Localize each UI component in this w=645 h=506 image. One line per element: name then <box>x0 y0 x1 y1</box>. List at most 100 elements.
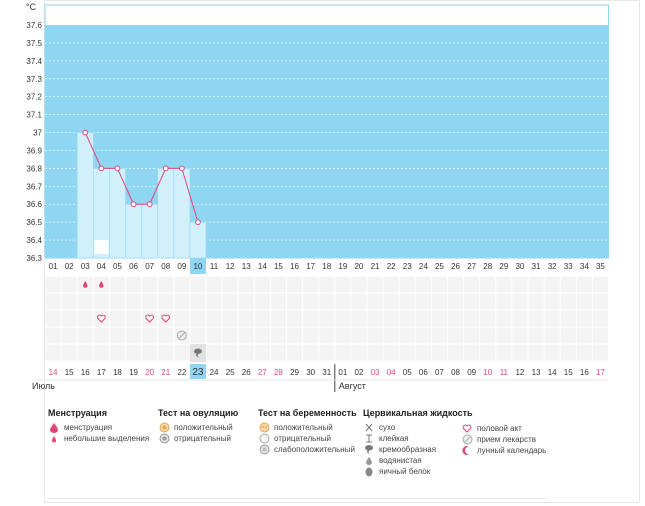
symptom-cell <box>222 276 238 293</box>
heart-icon <box>461 423 473 434</box>
symptom-cell <box>592 344 608 361</box>
symptom-cell <box>383 327 399 344</box>
symptom-cell <box>158 344 174 361</box>
symptom-cell <box>303 327 319 344</box>
date-label: 01 <box>338 368 347 377</box>
cycle-day-label: 04 <box>97 262 106 271</box>
month-label: Июль <box>32 381 55 391</box>
symptom-cell <box>496 310 512 327</box>
cycle-day-label: 28 <box>483 262 492 271</box>
symptom-cell <box>351 293 367 310</box>
legend-ovulation: Тест на овуляцию положительный отрицател… <box>158 408 238 444</box>
symptom-cell <box>480 293 496 310</box>
date-label: 23 <box>192 367 204 378</box>
symptom-cell <box>351 344 367 361</box>
cycle-day-label: 01 <box>49 262 58 271</box>
symptom-cell <box>464 344 480 361</box>
symptom-cell <box>480 327 496 344</box>
date-label: 24 <box>210 368 219 377</box>
symptom-cell <box>351 310 367 327</box>
symptom-cell <box>222 344 238 361</box>
y-tick-label: 36.6 <box>26 200 42 209</box>
symptom-cell <box>93 327 109 344</box>
legend-cervical: Цервикальная жидкость сухо клейкая кремо… <box>363 408 473 477</box>
symptom-cell <box>464 327 480 344</box>
y-tick-label: 36.7 <box>26 182 42 191</box>
symptom-cell <box>190 310 206 327</box>
y-tick-label: 37.2 <box>26 93 42 102</box>
symptom-cell <box>206 293 222 310</box>
sticky-icon <box>363 433 375 444</box>
symptom-cell <box>592 327 608 344</box>
symptom-cell <box>303 310 319 327</box>
date-label: 16 <box>81 368 90 377</box>
symptom-cell <box>528 327 544 344</box>
symptom-cell <box>319 293 335 310</box>
y-tick-label: 36.9 <box>26 146 42 155</box>
legend-item-pregnancy-negative: отрицательный <box>258 433 357 444</box>
symptom-cell <box>335 344 351 361</box>
cycle-day-label: 14 <box>258 262 267 271</box>
symptom-cell <box>431 293 447 310</box>
date-label: 02 <box>354 368 363 377</box>
symptom-cell <box>383 344 399 361</box>
symptom-cell <box>448 276 464 293</box>
symptom-cell <box>158 276 174 293</box>
symptom-cell <box>238 310 254 327</box>
cycle-day-label: 31 <box>532 262 541 271</box>
cycle-day-label: 30 <box>515 262 524 271</box>
symptom-cell <box>303 344 319 361</box>
symptom-cell <box>512 344 528 361</box>
date-label: 26 <box>242 368 251 377</box>
symptom-cell <box>45 293 61 310</box>
symptom-cell <box>512 293 528 310</box>
symptom-cell <box>496 327 512 344</box>
y-tick-label: 37.3 <box>26 75 42 84</box>
today-date-highlight <box>189 364 206 379</box>
symptom-cell <box>592 310 608 327</box>
light-drop-marker <box>99 281 104 288</box>
legend-item-medication: прием лекарств <box>461 434 546 445</box>
symptom-cell <box>270 344 286 361</box>
symptom-cell <box>190 276 206 293</box>
symptom-cell <box>77 293 93 310</box>
legend-item-watery: водянистая <box>363 455 473 466</box>
dry-icon <box>363 422 375 433</box>
symptom-cell <box>367 327 383 344</box>
cycle-day-label: 08 <box>161 262 170 271</box>
symptom-cell <box>126 310 142 327</box>
temperature-point <box>130 201 137 208</box>
symptom-cell <box>174 293 190 310</box>
symptom-cell <box>528 344 544 361</box>
cycle-day-label: 27 <box>467 262 476 271</box>
date-label: 25 <box>226 368 235 377</box>
legend-title-pregnancy: Тест на беременность <box>258 408 357 418</box>
symptom-cell <box>158 327 174 344</box>
symptom-cell <box>448 327 464 344</box>
symptom-cell <box>254 310 270 327</box>
symptom-cell <box>109 276 125 293</box>
symptom-cell <box>335 310 351 327</box>
date-label: 20 <box>145 368 154 377</box>
temperature-point <box>98 165 105 172</box>
symptom-cell <box>190 327 206 344</box>
cycle-day-label: 29 <box>499 262 508 271</box>
legend-item-ovulation-negative: отрицательный <box>158 433 238 444</box>
symptom-cell <box>287 293 303 310</box>
heart-marker <box>145 314 155 323</box>
legend-item-pregnancy-positive: положительный <box>258 422 357 433</box>
temperature-point <box>82 129 89 136</box>
symptom-cell <box>399 293 415 310</box>
symptom-cell <box>576 327 592 344</box>
cycle-day-label: 17 <box>306 262 315 271</box>
symptom-cell <box>93 293 109 310</box>
temperature-point <box>162 165 169 172</box>
symptom-cell <box>61 276 77 293</box>
cycle-day-label: 15 <box>274 262 283 271</box>
symptom-cell <box>270 310 286 327</box>
heart-marker <box>96 314 106 323</box>
symptom-cell <box>592 293 608 310</box>
date-label: 10 <box>483 368 492 377</box>
moon-icon <box>461 445 473 456</box>
cycle-day-label: 21 <box>371 262 380 271</box>
